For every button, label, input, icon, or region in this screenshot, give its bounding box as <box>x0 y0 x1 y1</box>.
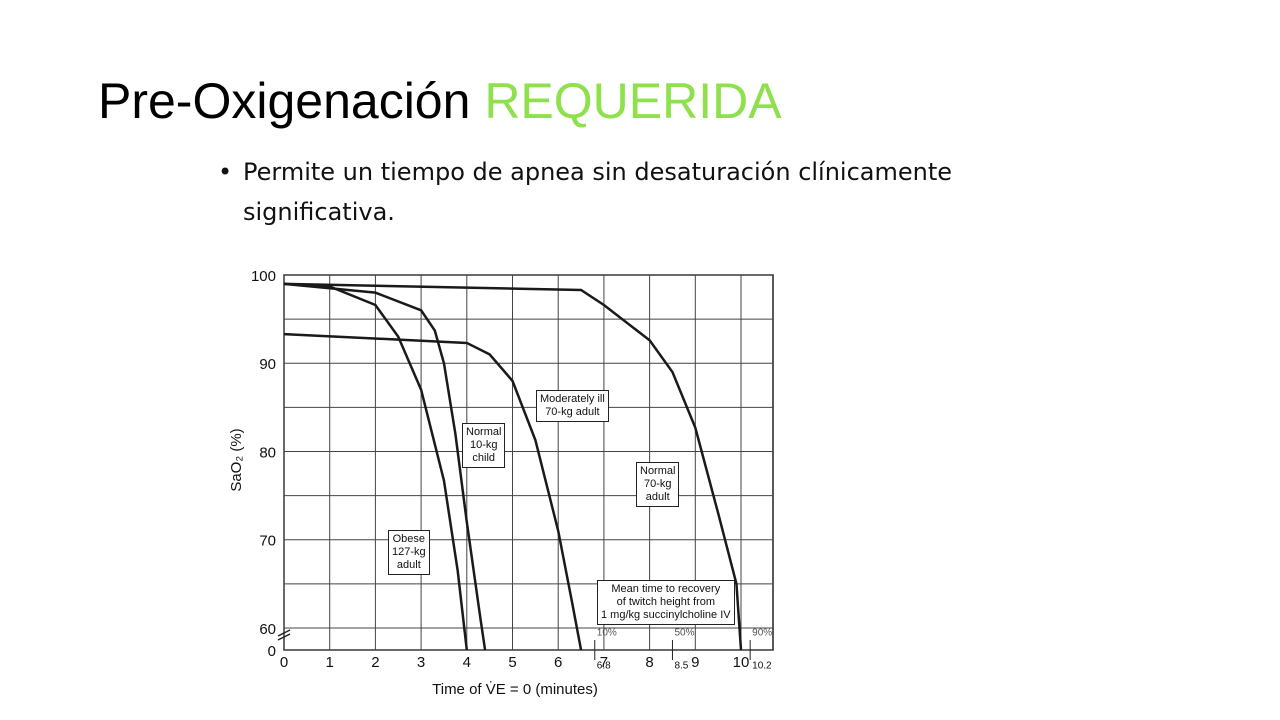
y-tick-label: 90 <box>259 356 276 373</box>
y-tick-label: 80 <box>259 444 276 461</box>
y-tick-label: 0 <box>268 643 276 660</box>
title-highlight: REQUERIDA <box>484 73 782 129</box>
x-tick-label: 8 <box>645 654 653 671</box>
slide-title: Pre-Oxigenación REQUERIDA <box>98 72 782 130</box>
curve <box>283 282 743 651</box>
series-label: Obese 127-kg adult <box>388 530 430 575</box>
x-tick-label: 3 <box>417 654 425 671</box>
x-tick-label: 0 <box>280 654 288 671</box>
recovery-percent-label: 10% <box>597 628 617 639</box>
y-axis-label: SaO₂ (%) <box>228 428 245 491</box>
series-label: Normal 70-kg adult <box>636 462 680 507</box>
x-tick-label: 1 <box>326 654 334 671</box>
recovery-time-label: 6.8 <box>597 661 611 672</box>
x-tick-label: 4 <box>463 654 471 671</box>
annotation: Mean time to recovery of twitch height f… <box>597 580 735 625</box>
x-tick-label: 2 <box>371 654 379 671</box>
recovery-time-label: 10.2 <box>752 661 772 672</box>
curve <box>283 282 487 651</box>
axis-break <box>277 633 291 641</box>
x-axis-label: Time of V̇E = 0 (minutes) <box>432 681 598 698</box>
y-tick-label: 100 <box>251 268 276 285</box>
bullet: Permite un tiempo de apnea sin desaturac… <box>218 152 963 232</box>
x-tick-label: 6 <box>554 654 562 671</box>
y-tick-label: 70 <box>259 533 276 550</box>
recovery-time-label: 8.5 <box>674 661 688 672</box>
axis-break <box>277 629 291 637</box>
x-tick-label: 10 <box>733 654 750 671</box>
recovery-percent-label: 50% <box>674 628 694 639</box>
x-tick-label: 5 <box>508 654 516 671</box>
x-tick-label: 7 <box>600 654 608 671</box>
series-label: Normal 10-kg child <box>462 423 506 468</box>
series-label: Moderately ill 70-kg adult <box>536 390 609 422</box>
y-tick-label: 60 <box>259 621 276 638</box>
title-text: Pre-Oxigenación <box>98 73 471 129</box>
x-tick-label: 9 <box>691 654 699 671</box>
curve <box>283 332 583 651</box>
recovery-percent-label: 90% <box>752 628 772 639</box>
